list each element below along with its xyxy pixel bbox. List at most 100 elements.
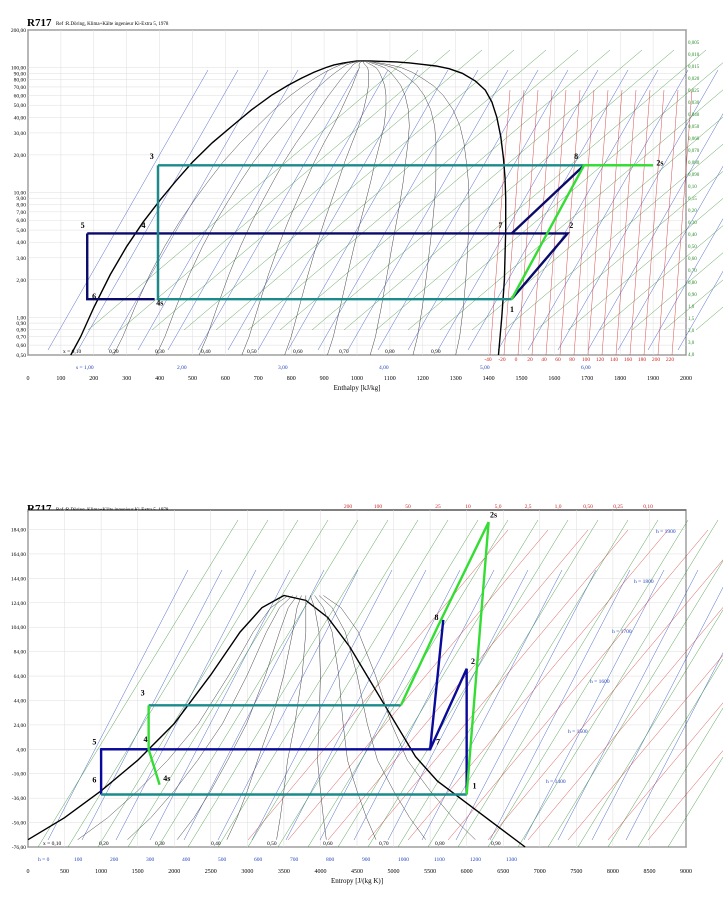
- chart1-entropy-line: [647, 218, 723, 351]
- chart1-volume-label: 0,010: [688, 53, 700, 58]
- chart1-volume-label: 0,10: [688, 185, 697, 190]
- chart1-volume-line: [183, 49, 515, 331]
- chart1-state-point-label: 5: [81, 221, 85, 230]
- chart1-quality-line: [241, 60, 363, 356]
- chart1-y-tick-label: 0,80: [16, 328, 26, 334]
- chart2-y-tick-label: 64,00: [14, 674, 27, 680]
- chart2-enthalpy-line: [489, 569, 631, 841]
- chart2-y-tick-label: 24,00: [14, 723, 27, 729]
- chart1-entropy-line: [257, 69, 419, 351]
- chart1-volume-line: [663, 279, 723, 331]
- chart1-reference: Ref :R.Döring, Klima+Kälte ingenieur Ki-…: [56, 22, 169, 27]
- chart1-entropy-label: 4,00: [379, 365, 389, 371]
- chart1-quality-label: 0,20: [109, 349, 119, 355]
- chart1-x-tick-label: 400: [155, 376, 164, 382]
- chart2-volume-line: [367, 519, 569, 848]
- chart1-series-cycle-teal-b: [156, 165, 512, 301]
- chart1-x-tick-label: 100: [56, 376, 65, 382]
- chart2-x-tick-label: 1000: [95, 869, 107, 875]
- temperature-entropy-chart: 0 500 1000 1500 2000 2500 3000 3500 4000 4500 5000…: [11, 504, 723, 885]
- chart2-x-tick-label: 7500: [570, 869, 582, 875]
- chart1-quality-label: 0,80: [385, 349, 395, 355]
- chart2-series-cycle-blue-b: [429, 668, 468, 795]
- chart1-y-tick-label: 8,00: [16, 203, 26, 209]
- chart2-series-cycle-green-b: [399, 521, 490, 795]
- chart1-temperature-line: [657, 89, 679, 356]
- chart1-temperature-line: [517, 89, 539, 356]
- chart1-y-tick-label: 0,70: [16, 335, 26, 341]
- chart1-entropy-label: 6,00: [581, 365, 591, 371]
- chart1-x-tick-label: 800: [287, 376, 296, 382]
- chart1-volume-label: 0,15: [688, 197, 697, 202]
- chart1-temp-label: -20: [498, 357, 506, 363]
- chart2-series-cycle-blue: [99, 619, 445, 795]
- chart1-x-tick-label: 500: [188, 376, 197, 382]
- chart2-pressure-line: [247, 529, 509, 841]
- chart1-state-point-label: 2: [569, 221, 573, 230]
- chart1-x-tick-label: 2000: [680, 376, 692, 382]
- chart2-x-tick-label: 500: [60, 869, 69, 875]
- chart1-volume-line: [567, 198, 723, 331]
- chart2-enthalpy-label: 600: [254, 857, 263, 863]
- chart1-temperature-line: [489, 89, 511, 356]
- chart1-quality-line: [156, 60, 360, 356]
- chart1-temperature-line: [573, 89, 595, 356]
- chart2-pressure-line: [287, 529, 549, 841]
- chart1-volume-label: 2,0: [688, 329, 695, 334]
- chart2-pressure-label: 10: [465, 504, 471, 510]
- chart1-volume-label: 0,025: [688, 89, 700, 94]
- chart1-entropy-line: [407, 69, 569, 351]
- chart1-temp-label: 160: [624, 357, 633, 363]
- chart2-volume-line: [487, 519, 689, 848]
- chart2-x-tick-label: 4000: [314, 869, 326, 875]
- chart1-volume-label: 4,0: [688, 353, 695, 358]
- chart1-x-tick-label: 1000: [351, 376, 363, 382]
- chart1-quality-line: [368, 60, 470, 356]
- chart1-volume-line: [279, 49, 611, 331]
- chart1-y-tick-label: 5,00: [16, 228, 26, 234]
- chart1-temp-label: 120: [596, 357, 605, 363]
- chart2-pressure-line: [367, 529, 629, 841]
- chart1-volume-label: 0,080: [688, 161, 700, 166]
- chart1-series-cycle-blue-c: [510, 164, 585, 235]
- chart1-temperature-line: [531, 89, 553, 356]
- chart2-quality-label: 0,50: [267, 841, 277, 847]
- chart1-temp-label: 0: [515, 357, 518, 363]
- chart2-pressure-label: 100: [374, 504, 383, 510]
- chart1-volume-line: [375, 49, 707, 331]
- chart2-pressure-label: 5,0: [495, 504, 502, 510]
- chart2-enthalpy-label: 500: [218, 857, 227, 863]
- chart2-pressure-label: 25: [435, 504, 441, 510]
- chart1-temperature-line: [615, 89, 637, 356]
- chart1-entropy-label: 5,00: [480, 365, 490, 371]
- chart1-volume-line: [631, 252, 723, 331]
- chart1-volume-line: [215, 49, 547, 331]
- chart1-y-tick-label: 9,00: [16, 196, 26, 202]
- chart2-x-tick-label: 5000: [388, 869, 400, 875]
- chart1-x-tick-label: 200: [89, 376, 98, 382]
- chart1-quality-line: [366, 60, 410, 356]
- chart1-y-tick-label: 0,50: [16, 353, 26, 359]
- chart2-y-tick-label: 144,00: [11, 576, 26, 582]
- chart2-volume-line: [607, 658, 723, 848]
- chart1-volume-line: [311, 49, 643, 331]
- chart2-enthalpy-line: [591, 586, 723, 841]
- chart1-volume-label: 0,090: [688, 173, 700, 178]
- chart1-volume-line: [87, 49, 419, 331]
- chart1-state-point-label: 7: [498, 221, 502, 230]
- chart1-temp-label: 140: [610, 357, 619, 363]
- chart1-quality-line: [113, 60, 359, 356]
- chart2-volume-line: [97, 519, 299, 848]
- chart1-y-tick-label: 7,00: [16, 210, 26, 216]
- chart1-entropy-label: 2,00: [177, 365, 187, 371]
- chart2-volume-line: [217, 519, 419, 848]
- chart2-x-tick-label: 4500: [351, 869, 363, 875]
- chart1-state-point-label: 1: [510, 305, 514, 314]
- chart1-entropy-line: [197, 69, 359, 351]
- chart2-pressure-label: 0,10: [643, 504, 653, 510]
- chart2-pressure-label: 0,50: [583, 504, 593, 510]
- chart1-entropy-line: [107, 69, 269, 351]
- chart1-x-tick-label: 700: [254, 376, 263, 382]
- chart1-x-tick-label: 1800: [614, 376, 626, 382]
- chart2-volume-line: [637, 707, 723, 848]
